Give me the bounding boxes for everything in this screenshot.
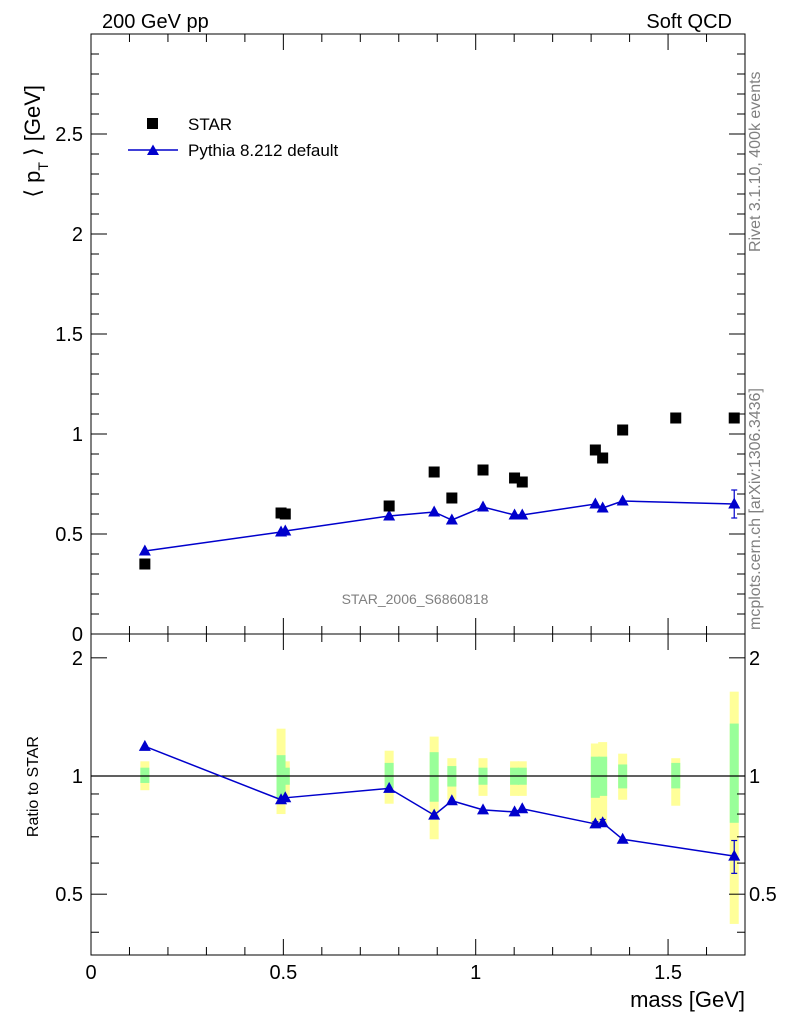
ratio-pythia-point	[728, 849, 741, 861]
star-point	[728, 412, 740, 424]
main-panel: 0 0.5 1 1.5 2 2.5	[55, 33, 746, 646]
star-point	[477, 464, 489, 476]
ratio-y-axis-label: Ratio to STAR	[25, 736, 42, 837]
y-tick-label: 0	[72, 624, 83, 646]
y-tick-label: 2.5	[55, 124, 83, 146]
ratio-panel: 0.5 0.5 1 1 2 2 0 0.5 1 1.5	[55, 633, 777, 984]
pythia-line	[144, 500, 735, 552]
x-tick-label: 0	[85, 962, 96, 984]
pythia-point	[279, 524, 292, 536]
ratio-pythia-point	[477, 803, 490, 815]
pythia-point	[445, 513, 458, 525]
ratio-pythia-point	[516, 802, 529, 814]
y-tick-label: 1.5	[55, 324, 83, 346]
ylabel-unit: [GeV]	[20, 85, 45, 141]
ylabel-open: ⟨	[20, 183, 45, 198]
x-tick-label: 0.5	[269, 962, 297, 984]
mcplots-label: mcplots.cern.ch [arXiv:1306.3436]	[747, 388, 764, 630]
ratio-pythia-point	[596, 816, 609, 828]
ylabel-close: ⟩	[20, 141, 45, 162]
pythia-point	[428, 505, 441, 517]
pythia-point	[516, 508, 529, 520]
ratio-pythia-point	[445, 794, 458, 806]
svg-text:⟨ pT ⟩ [GeV]: ⟨ pT ⟩ [GeV]	[20, 85, 51, 198]
ratio-pythia-point	[508, 805, 521, 817]
x-axis-label: mass [GeV]	[630, 987, 745, 1012]
star-point	[446, 492, 458, 504]
legend-pythia-label: Pythia 8.212 default	[188, 141, 339, 160]
ratio-y-tick-label: 1	[72, 766, 83, 788]
uncertainty-band-green	[590, 756, 600, 798]
pythia-point	[383, 509, 396, 521]
rivet-label: Rivet 3.1.10, 400k events	[747, 71, 764, 252]
ratio-y-tick-label-right: 1	[749, 766, 760, 788]
star-point	[597, 452, 609, 464]
main-y-axis-label: ⟨ pT ⟩ [GeV]	[20, 85, 51, 198]
y-tick-label: 1	[72, 424, 83, 446]
ratio-frame	[90, 633, 746, 956]
pythia-point	[589, 497, 602, 509]
ratio-pythia-point	[428, 808, 441, 820]
ratio-y-tick-label: 0.5	[55, 884, 83, 906]
star-point	[279, 508, 291, 520]
legend: STAR Pythia 8.212 default	[128, 115, 339, 160]
legend-star-label: STAR	[188, 115, 232, 134]
star-point	[670, 412, 682, 424]
legend-pythia-marker	[147, 144, 159, 155]
ratio-pythia-point	[279, 791, 292, 803]
pythia-point	[596, 501, 609, 513]
ratio-pythia-point	[138, 739, 151, 751]
uncertainty-band-green	[729, 723, 739, 823]
header-left: 200 GeV pp	[102, 11, 209, 33]
ratio-y-tick-label-right: 0.5	[749, 884, 777, 906]
legend-star-marker	[147, 118, 158, 129]
star-point	[428, 466, 440, 478]
star-point	[139, 558, 151, 570]
y-tick-label: 0.5	[55, 524, 83, 546]
ratio-pythia-point	[616, 832, 629, 844]
x-tick-label: 1.5	[654, 962, 682, 984]
pythia-point	[477, 500, 490, 512]
ylabel-sub: T	[35, 162, 51, 171]
pythia-point	[138, 544, 151, 556]
star-point	[383, 500, 395, 512]
ratio-y-tick-label: 2	[72, 648, 83, 670]
ratio-pythia-point	[383, 781, 396, 793]
ratio-pythia-line	[144, 745, 735, 857]
pythia-point	[728, 497, 741, 509]
star-point	[516, 476, 528, 488]
pythia-point	[508, 508, 521, 520]
star-point	[617, 424, 629, 436]
star-point	[589, 444, 601, 456]
header-right: Soft QCD	[646, 11, 732, 33]
analysis-watermark: STAR_2006_S6860818	[342, 591, 489, 607]
ratio-y-tick-label-right: 2	[749, 648, 760, 670]
ylabel-main: p	[20, 171, 45, 183]
uncertainty-band-green	[429, 752, 439, 802]
star-point	[509, 472, 521, 484]
uncertainty-band-green	[140, 767, 150, 783]
y-tick-label: 2	[72, 224, 83, 246]
x-tick-label: 1	[470, 962, 481, 984]
pythia-point	[616, 494, 629, 506]
